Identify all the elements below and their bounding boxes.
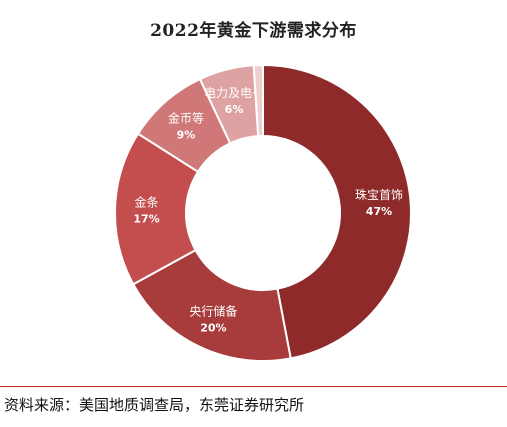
source-divider [0, 386, 507, 387]
chart-title: 2022年黄金下游需求分布 [150, 21, 357, 41]
slice-value-label: 6% [225, 103, 244, 116]
slice-label: 电力及电子 [204, 86, 264, 100]
slice-value-label: 17% [133, 212, 159, 225]
slice-value-label: 20% [200, 321, 226, 334]
donut-slice [262, 63, 412, 360]
donut-slice [252, 63, 264, 138]
slice-label: 央行储备 [189, 303, 237, 318]
donut-slice [131, 248, 292, 362]
slice-label: 金条 [135, 194, 159, 209]
slice-value-label: 9% [177, 129, 196, 142]
slice-label: 金币等 [168, 111, 204, 126]
chart-frame: 2022年黄金下游需求分布 珠宝首饰 47% 央行储备 20% 金条 17% 金币等 9% 电力… [114, 21, 412, 362]
slice-label: 珠宝首饰 [355, 188, 403, 202]
source-note: 资料来源：美国地质调查局，东莞证券研究所 [4, 396, 305, 414]
donut-chart: 珠宝首饰 47% 央行储备 20% 金条 17% 金币等 9% 电力及电子 6% [114, 63, 412, 362]
slice-value-label: 47% [366, 205, 392, 218]
